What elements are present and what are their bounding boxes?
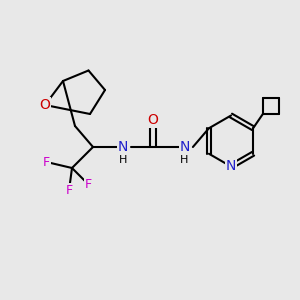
Text: H: H xyxy=(119,154,127,165)
Text: N: N xyxy=(118,140,128,154)
Text: F: F xyxy=(65,184,73,197)
Text: O: O xyxy=(148,113,158,127)
Text: N: N xyxy=(226,160,236,173)
Text: N: N xyxy=(179,140,190,154)
Text: O: O xyxy=(40,98,50,112)
Text: H: H xyxy=(180,154,189,165)
Text: F: F xyxy=(85,178,92,191)
Text: F: F xyxy=(43,155,50,169)
